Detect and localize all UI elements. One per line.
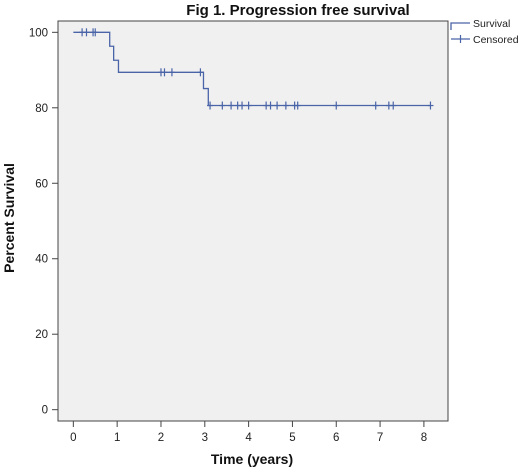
legend: Survival Censored xyxy=(450,18,519,46)
chart-title: Fig 1. Progression free survival xyxy=(186,2,409,19)
y-tick-label-1: 20 xyxy=(35,329,48,341)
censor-mark-17 xyxy=(282,101,289,110)
legend-survival-swatch xyxy=(450,22,470,30)
censor-mark-23 xyxy=(390,101,397,110)
censor-mark-6 xyxy=(168,68,175,77)
x-tick-label-5: 5 xyxy=(289,432,295,444)
y-axis-label: Percent Survival xyxy=(1,163,17,273)
censor-marks xyxy=(79,28,434,110)
censor-mark-21 xyxy=(372,101,379,110)
plot-area xyxy=(57,20,449,422)
censor-mark-10 xyxy=(228,101,235,110)
censor-mark-1 xyxy=(83,28,90,37)
censor-mark-16 xyxy=(274,101,281,110)
censor-mark-7 xyxy=(197,68,204,77)
x-tick-label-3: 3 xyxy=(202,432,208,444)
censor-mark-19 xyxy=(294,101,301,110)
censor-mark-12 xyxy=(239,101,246,110)
y-axis: 0 20 40 60 80 100 xyxy=(29,27,58,417)
y-tick-label-3: 60 xyxy=(35,178,48,190)
legend-censored-label: Censored xyxy=(473,34,519,46)
x-tick-label-7: 7 xyxy=(377,432,383,444)
x-tick-label-2: 2 xyxy=(158,432,164,444)
y-tick-label-4: 80 xyxy=(35,103,48,115)
x-tick-label-8: 8 xyxy=(421,432,427,444)
censor-mark-13 xyxy=(245,101,252,110)
censor-mark-9 xyxy=(219,101,226,110)
x-tick-label-6: 6 xyxy=(333,432,339,444)
censor-mark-20 xyxy=(333,101,340,110)
x-axis: 0 1 2 3 4 5 6 7 8 xyxy=(70,421,427,444)
survival-curve xyxy=(73,31,431,107)
censor-mark-24 xyxy=(427,101,434,110)
legend-survival-label: Survival xyxy=(473,18,510,30)
y-tick-label-2: 40 xyxy=(35,254,48,266)
y-tick-label-5: 100 xyxy=(29,27,48,39)
plot-series xyxy=(73,31,431,107)
x-tick-label-1: 1 xyxy=(114,432,120,444)
censor-mark-8 xyxy=(207,101,214,110)
x-tick-label-4: 4 xyxy=(245,432,252,444)
censor-mark-3 xyxy=(92,28,99,37)
x-tick-label-0: 0 xyxy=(70,432,76,444)
x-axis-label: Time (years) xyxy=(211,451,293,467)
y-tick-label-0: 0 xyxy=(42,405,48,417)
censor-mark-5 xyxy=(161,68,168,77)
censor-mark-15 xyxy=(267,101,274,110)
